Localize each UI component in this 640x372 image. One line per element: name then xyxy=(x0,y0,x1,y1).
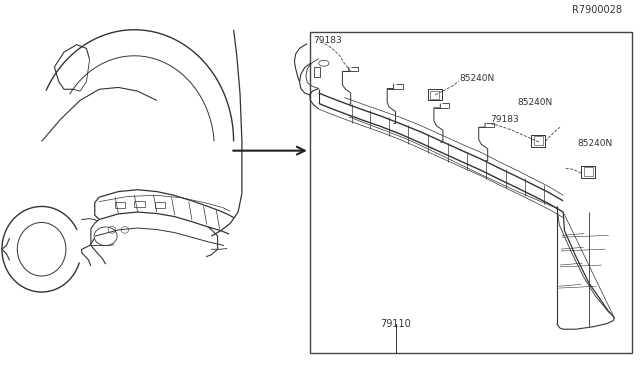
Text: 85240N: 85240N xyxy=(517,98,552,107)
Text: 79183: 79183 xyxy=(314,36,342,45)
Text: 85240N: 85240N xyxy=(459,74,494,83)
Text: 79110: 79110 xyxy=(380,319,411,329)
Text: 79183: 79183 xyxy=(490,115,519,124)
Bar xyxy=(310,32,632,353)
Text: 85240N: 85240N xyxy=(577,139,612,148)
Text: R7900028: R7900028 xyxy=(572,5,622,15)
